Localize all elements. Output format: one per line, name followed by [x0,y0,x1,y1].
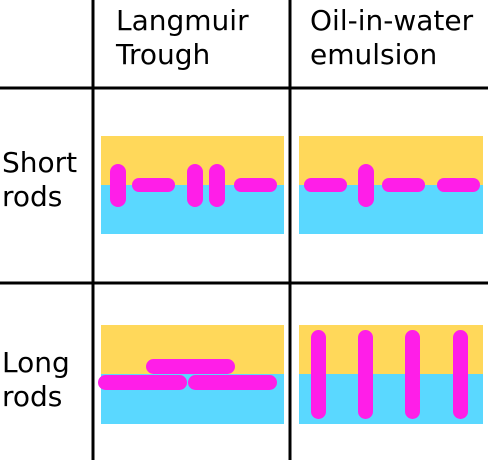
row-header-short-rods: Short rods [2,146,77,214]
cell-short-rods-oil-in-water [299,136,483,234]
row-header-line2: rods [2,380,63,413]
oil-layer [299,136,483,185]
rod [304,178,347,192]
rod [311,330,326,419]
rod [209,164,225,207]
column-header-line2: emulsion [310,38,438,71]
column-header-line1: Oil-in-water [310,4,474,37]
rod [453,330,468,419]
rod [437,178,480,192]
rod [382,178,425,192]
rod [188,375,277,390]
row-header-long-rods: Long rods [2,346,70,414]
column-header-line2: Trough [116,38,211,71]
column-header-langmuir-trough: Langmuir Trough [116,4,249,72]
column-header-oil-in-water-emulsion: Oil-in-water emulsion [310,4,473,72]
rod [234,178,277,192]
rod [358,330,373,419]
cell-long-rods-langmuir-trough [98,325,284,424]
cell-short-rods-langmuir-trough [101,136,284,234]
row-header-line1: Long [2,346,70,379]
rod [132,178,175,192]
column-header-line1: Langmuir [116,4,249,37]
rod [98,375,187,390]
cell-long-rods-oil-in-water [299,325,483,424]
water-layer [299,374,483,424]
rod [187,164,203,207]
row-header-line1: Short [2,146,78,179]
water-layer [299,185,483,234]
row-header-line2: rods [2,180,63,213]
rod [405,330,420,419]
rod [358,164,374,207]
rod [146,359,235,374]
rod [110,164,126,207]
oil-layer [299,325,483,374]
